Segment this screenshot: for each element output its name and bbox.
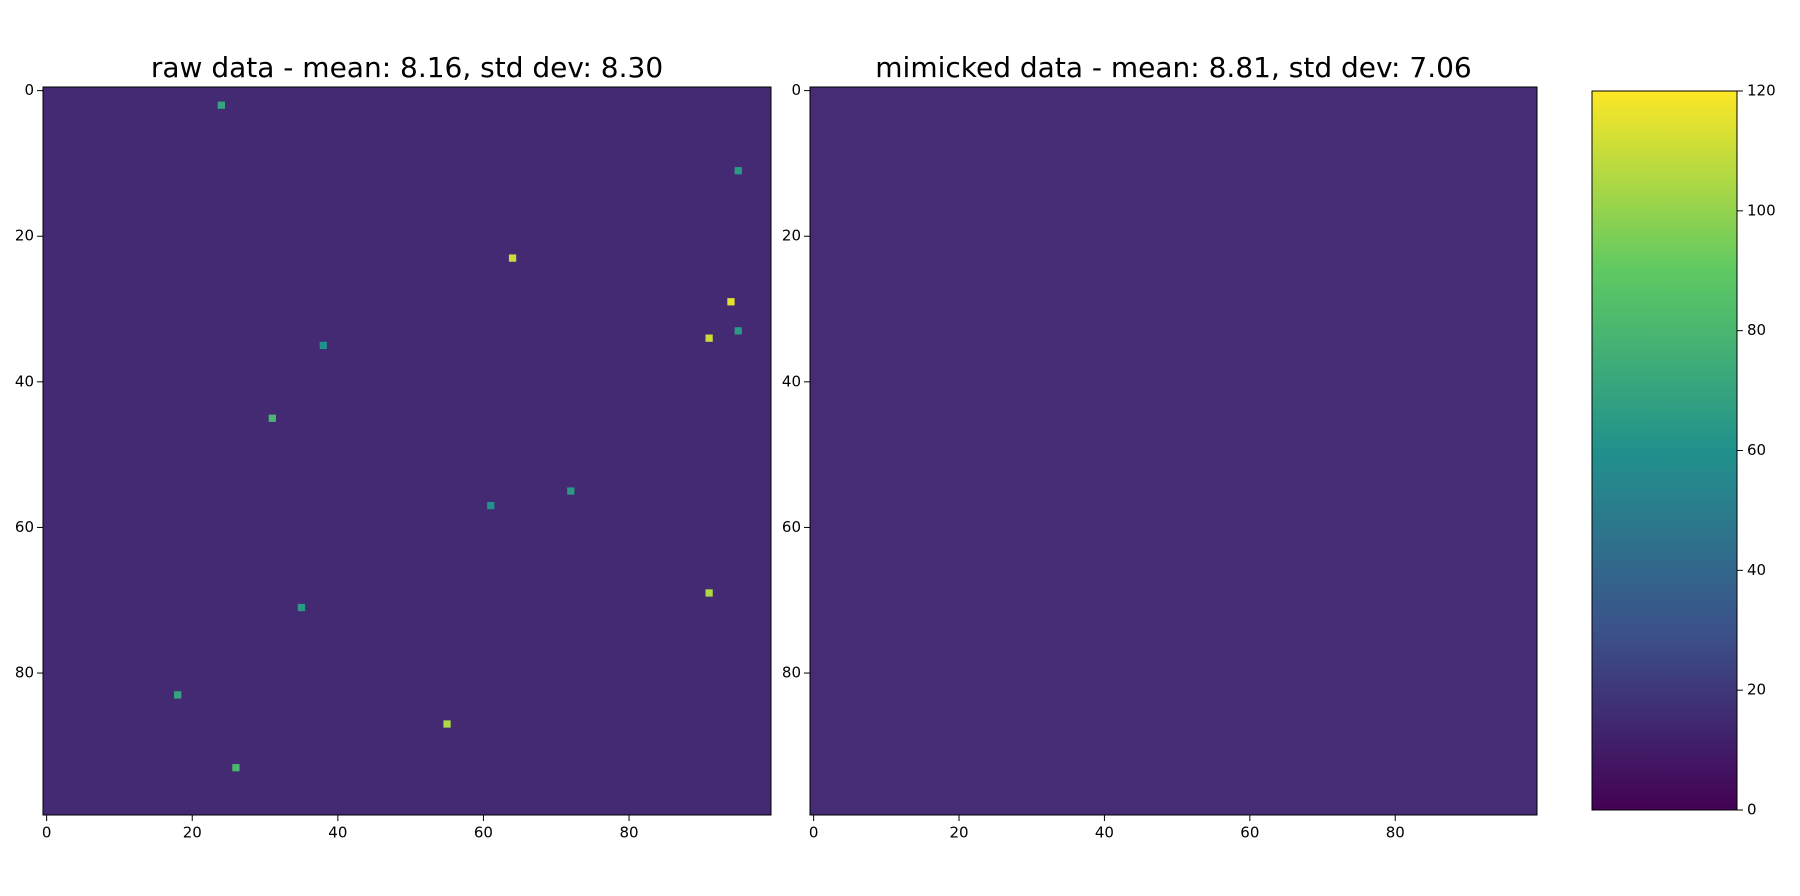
heatmap-cell (297, 603, 306, 612)
heatmap-background (43, 87, 771, 815)
chart-title: mimicked data - mean: 8.81, std dev: 7.0… (875, 51, 1471, 84)
y-tick-label: 20 (15, 227, 34, 245)
y-tick-label: 60 (782, 518, 801, 536)
y-tick-label: 80 (782, 664, 801, 682)
x-tick-label: 60 (1240, 824, 1259, 842)
heatmap-cell (727, 298, 735, 306)
axes-frame (809, 86, 1538, 816)
heatmap-cell (319, 341, 327, 350)
y-tick-label: 0 (24, 81, 34, 99)
x-tick-label: 80 (619, 824, 638, 842)
colorbar-tick-label: 120 (1747, 82, 1776, 100)
x-tick-label: 40 (328, 824, 347, 842)
heatmap-cell (705, 589, 713, 597)
y-tick-label: 80 (15, 664, 34, 682)
colorbar-tick-label: 80 (1747, 321, 1766, 339)
heatmap-cell (508, 254, 517, 262)
heatmap-cell (232, 764, 240, 772)
y-tick-label: 0 (791, 81, 801, 99)
y-tick-label: 40 (15, 372, 34, 390)
heatmap-cell (443, 720, 451, 728)
chart-title: raw data - mean: 8.16, std dev: 8.30 (151, 51, 663, 84)
x-tick-label: 20 (183, 824, 202, 842)
x-tick-label: 0 (42, 824, 52, 842)
heatmap-cell (268, 414, 276, 422)
colorbar-tick-label: 60 (1747, 441, 1766, 459)
x-tick-label: 20 (949, 824, 968, 842)
y-tick-label: 60 (15, 518, 34, 536)
colorbar-tick-label: 40 (1747, 561, 1766, 579)
colorbar-tick-label: 0 (1747, 801, 1757, 819)
heatmap-background (810, 87, 1537, 815)
x-tick-label: 40 (1095, 824, 1114, 842)
y-tick-label: 40 (782, 372, 801, 390)
heatmap-cell (734, 327, 742, 335)
heatmap-cell (217, 101, 225, 109)
colorbar (1591, 90, 1738, 811)
heatmap-cell (734, 167, 742, 175)
axes-frame (42, 86, 772, 816)
y-tick-label: 20 (782, 227, 801, 245)
heatmap-cell (174, 691, 182, 699)
colorbar-tick-label: 20 (1747, 681, 1766, 699)
heatmap-cell (487, 501, 495, 510)
x-tick-label: 0 (809, 824, 819, 842)
colorbar-tick-label: 100 (1747, 201, 1776, 219)
x-tick-label: 60 (474, 824, 493, 842)
x-tick-label: 80 (1386, 824, 1405, 842)
heatmap-cell (705, 334, 713, 342)
heatmap-cell (567, 487, 575, 495)
